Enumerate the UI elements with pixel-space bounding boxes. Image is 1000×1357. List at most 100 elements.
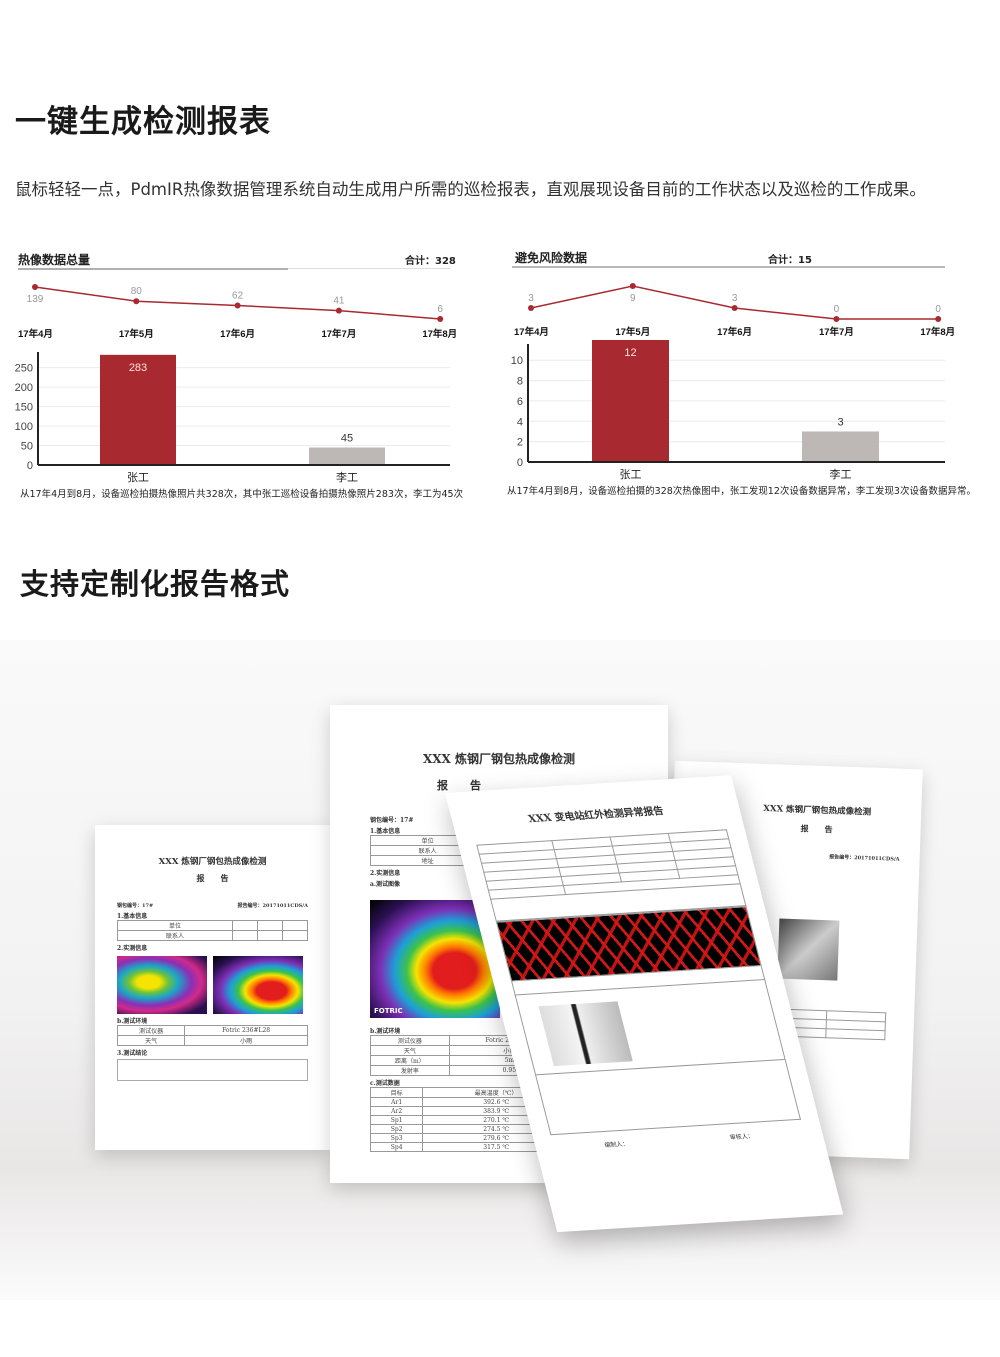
doc-title: XXX 炼钢厂钢包热成像检测 (158, 857, 267, 867)
data-label: 6 (437, 304, 443, 315)
y-tick-label: 50 (21, 441, 33, 453)
cell: 单位 (116, 920, 234, 931)
env-table: 测试仪器 Fotric 236#L28 天气 小雨 (116, 1025, 308, 1046)
line-point (629, 283, 636, 289)
section-heading: 1.基本信息 (117, 913, 148, 920)
thermal-image (213, 956, 303, 1014)
ladle-number: 钢包编号：17# (117, 903, 154, 909)
cell: 距离（m） (370, 1055, 450, 1066)
y-tick-label: 6 (517, 396, 523, 408)
divider (18, 268, 288, 270)
ladle-photo (777, 918, 840, 981)
bar-张工 (592, 340, 669, 462)
chart-title-risk: 避免风险数据 (515, 251, 588, 265)
y-tick-label: 8 (517, 376, 523, 388)
cell: 发射率 (370, 1065, 450, 1076)
data-label: 0 (834, 304, 840, 315)
cell: Sp1 (369, 1115, 424, 1125)
cell: 天气 (370, 1045, 450, 1056)
section-heading: 2.实测信息 (117, 945, 148, 952)
cell: Ar1 (369, 1097, 424, 1107)
section-heading: b.测试环境 (117, 1018, 148, 1025)
section-heading: b.测试环境 (370, 1028, 401, 1035)
cell: Sp4 (369, 1142, 424, 1152)
section-heading: c.测试数据 (370, 1080, 400, 1087)
divider (512, 266, 945, 268)
month-label: 17年5月 (615, 326, 650, 338)
bar-value-label: 12 (624, 347, 636, 359)
line-chart-thermal: 139 80 62 41 6 17年4月 17年5月 17年6月 17年7月 17年8月 (18, 284, 457, 340)
cell: 小雨 (184, 1035, 308, 1046)
data-label: 9 (630, 293, 636, 304)
y-tick-label: 4 (517, 416, 523, 428)
y-tick-label: 100 (15, 421, 33, 433)
section-heading: 2.实测信息 (370, 870, 401, 877)
section-heading: a.测试图像 (370, 881, 400, 888)
line-point (437, 316, 444, 322)
month-label: 17年6月 (220, 328, 255, 340)
line-point (731, 305, 738, 311)
month-label: 17年5月 (119, 328, 154, 340)
cell: 联系人 (116, 930, 234, 941)
chart-caption-risk: 从17年4月到8月，设备巡检拍摄的328次热像图中，张工发现12次设备数据异常，… (507, 486, 976, 497)
category-label: 李工 (336, 470, 358, 484)
y-tick-label: 150 (15, 402, 33, 414)
data-label: 62 (232, 291, 244, 302)
month-label: 17年8月 (422, 328, 457, 340)
doc-title: XXX 炼钢厂钢包热成像检测 (422, 752, 576, 766)
cell: Sp2 (369, 1124, 424, 1134)
data-label: 139 (27, 294, 44, 305)
basic-info-table: 单位 联系人 (116, 920, 309, 941)
line-chart-risk: 3 9 3 0 0 17年4月 17年5月 17年6月 17年7月 17年8月 (514, 283, 955, 338)
doc-title: XXX 变电站红外检测异常报告 (527, 805, 665, 826)
month-label: 17年8月 (920, 326, 955, 338)
y-tick-label: 0 (517, 457, 523, 469)
intro-text: 鼠标轻轻一点，PdmIR热像数据管理系统自动生成用户所需的巡检报表，直观展现设备… (15, 180, 926, 199)
section-title-custom-format: 支持定制化报告格式 (20, 567, 291, 601)
section-heading: 1.基本信息 (370, 828, 401, 835)
fotric-logo: FOTRIC (374, 1007, 403, 1015)
editor-label: 编制人： (603, 1140, 630, 1150)
cell: 测试仪器 (116, 1025, 186, 1036)
doc-subtitle: 报 告 (437, 779, 481, 792)
line-point (833, 316, 840, 322)
cell: Sp3 (369, 1133, 424, 1143)
data-label: 80 (131, 286, 143, 297)
thermal-image (117, 956, 207, 1014)
line-point (133, 298, 140, 305)
chart-caption-thermal: 从17年4月到8月，设备巡检拍摄热像照片共328次，其中张工巡检设备拍摄热像照片… (20, 489, 464, 500)
month-label: 17年7月 (321, 328, 356, 340)
report-document-left: XXX 炼钢厂钢包热成像检测 报 告 钢包编号：17# 报告编号：20171011… (95, 825, 330, 1150)
bar-value-label: 3 (837, 416, 843, 428)
bar-李工 (309, 447, 385, 465)
y-tick-label: 250 (15, 363, 33, 375)
category-label: 李工 (830, 467, 852, 481)
cell: 测试仪器 (370, 1035, 450, 1046)
line-point (935, 316, 942, 322)
cell: 天气 (116, 1035, 186, 1046)
cell: Fotric 236#L28 (184, 1025, 308, 1036)
data-label: 41 (333, 296, 345, 307)
chart-total-thermal: 合计：328 (405, 256, 456, 267)
y-tick-label: 2 (517, 437, 523, 449)
bar-chart-risk: 0 2 4 6 8 10 12 张工 3 李工 (511, 340, 945, 481)
doc-subtitle: 报 告 (196, 873, 229, 883)
line-point (528, 305, 534, 311)
month-label: 17年6月 (717, 326, 752, 338)
report-number: 报告编号：20171011CDS/A (237, 903, 308, 909)
divider (288, 268, 450, 269)
visible-photo (538, 1001, 633, 1067)
y-tick-label: 10 (511, 355, 523, 367)
category-label: 张工 (127, 471, 149, 484)
data-label: 3 (528, 293, 534, 304)
bar-张工 (100, 354, 176, 465)
line-point (234, 302, 241, 309)
line-point (335, 307, 342, 314)
bar-chart-thermal: 0 50 100 150 200 250 283 张工 45 李工 (15, 352, 450, 484)
cell: Ar2 (369, 1106, 424, 1116)
month-label: 17年7月 (819, 326, 854, 338)
data-label: 3 (732, 293, 738, 304)
y-tick-label: 0 (27, 460, 33, 472)
month-label: 17年4月 (18, 328, 53, 340)
section-title-reports: 一键生成检测报表 (15, 104, 271, 140)
